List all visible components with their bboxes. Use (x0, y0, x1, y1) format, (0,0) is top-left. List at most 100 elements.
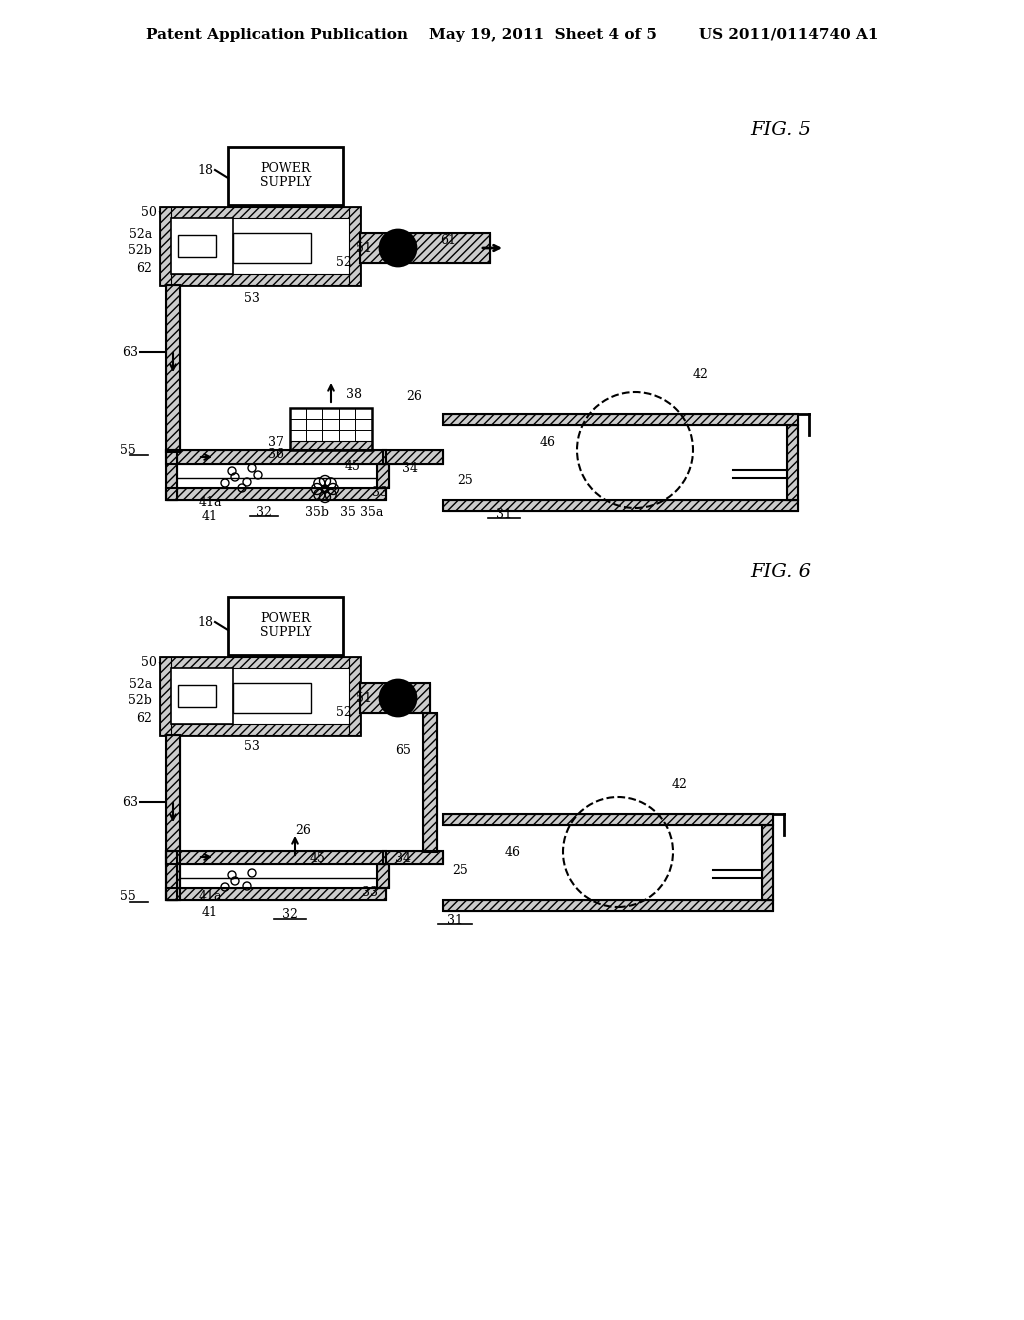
Bar (228, 597, 343, 655)
Bar (166, 285, 180, 451)
Text: 61: 61 (440, 234, 456, 247)
Text: 52b: 52b (128, 243, 152, 256)
Bar (166, 735, 180, 900)
Text: 42: 42 (672, 777, 688, 791)
Text: 41: 41 (202, 511, 218, 524)
Text: 55: 55 (120, 444, 136, 457)
Bar (443, 900, 773, 911)
Text: 52a: 52a (129, 678, 152, 692)
Bar (233, 234, 311, 263)
Text: 51: 51 (356, 692, 372, 705)
Bar (443, 814, 773, 825)
Text: 18: 18 (197, 615, 213, 628)
Bar (160, 723, 360, 735)
Text: 53: 53 (244, 292, 260, 305)
Text: 52: 52 (336, 705, 352, 718)
Text: 45: 45 (345, 459, 360, 473)
Text: 46: 46 (540, 436, 556, 449)
Bar (360, 682, 430, 713)
Bar (166, 450, 177, 500)
Bar (233, 682, 311, 713)
Bar (171, 668, 233, 723)
Bar (443, 900, 773, 911)
Text: 34: 34 (395, 851, 411, 865)
Text: 50: 50 (141, 206, 157, 219)
Text: 65: 65 (395, 743, 411, 756)
Text: 26: 26 (295, 824, 311, 837)
Text: FIG. 5: FIG. 5 (750, 121, 811, 139)
Text: 41: 41 (202, 906, 218, 919)
Text: 33: 33 (362, 886, 378, 899)
Text: 42: 42 (693, 368, 709, 381)
Text: 64: 64 (395, 235, 411, 248)
Text: 25: 25 (457, 474, 473, 487)
Text: POWER: POWER (260, 612, 310, 626)
Text: 51: 51 (356, 242, 372, 255)
Text: FIG. 6: FIG. 6 (750, 564, 811, 581)
Bar (166, 488, 386, 500)
Bar (443, 500, 798, 511)
Text: 41a: 41a (199, 891, 222, 903)
Bar (383, 450, 443, 465)
Circle shape (380, 230, 416, 267)
Bar (443, 414, 798, 425)
Text: 34: 34 (402, 462, 418, 474)
Bar (377, 865, 389, 888)
Bar (166, 450, 177, 500)
Text: 63: 63 (122, 796, 138, 808)
Text: 53: 53 (244, 741, 260, 754)
Text: 62: 62 (136, 261, 152, 275)
Bar (787, 425, 798, 500)
Bar (166, 851, 386, 865)
Text: 35b: 35b (305, 506, 329, 519)
Bar (443, 414, 798, 425)
Bar (383, 851, 443, 865)
Bar (160, 657, 360, 735)
Text: POWER: POWER (260, 162, 310, 176)
Text: SUPPLY: SUPPLY (260, 177, 311, 190)
Bar (166, 450, 386, 465)
Bar (383, 851, 443, 865)
Text: 26: 26 (406, 391, 422, 404)
Text: 50: 50 (141, 656, 157, 668)
Text: 52a: 52a (129, 228, 152, 242)
Bar (166, 851, 177, 900)
Bar (166, 888, 386, 900)
Text: Patent Application Publication    May 19, 2011  Sheet 4 of 5        US 2011/0114: Patent Application Publication May 19, 2… (145, 28, 879, 42)
Text: 46: 46 (505, 846, 521, 858)
Text: 35: 35 (340, 506, 356, 519)
Bar (290, 441, 372, 450)
Text: 52b: 52b (128, 693, 152, 706)
Bar (383, 450, 443, 465)
Bar (228, 147, 343, 205)
Text: 18: 18 (197, 164, 213, 177)
Bar (423, 713, 437, 851)
Bar (166, 488, 386, 500)
Text: 63: 63 (122, 346, 138, 359)
Bar (166, 851, 386, 865)
Text: 33: 33 (372, 486, 388, 499)
Bar (443, 814, 773, 825)
Bar (178, 235, 216, 257)
Bar (166, 285, 180, 451)
Text: 25: 25 (452, 863, 468, 876)
Bar (160, 275, 360, 285)
Bar (166, 450, 386, 465)
Text: 31: 31 (496, 507, 512, 520)
Bar (377, 865, 389, 888)
Text: 64: 64 (385, 681, 401, 694)
Bar (762, 825, 773, 900)
Text: 32: 32 (282, 908, 298, 921)
Text: 32: 32 (256, 506, 272, 519)
Bar (160, 207, 171, 285)
Bar (787, 425, 798, 500)
Text: 62: 62 (136, 711, 152, 725)
Bar (160, 657, 360, 668)
Text: 38: 38 (346, 388, 362, 401)
Text: 31: 31 (447, 913, 463, 927)
Text: 45: 45 (310, 851, 326, 865)
Bar (160, 207, 360, 218)
Bar (349, 207, 360, 285)
Text: 52: 52 (336, 256, 352, 268)
Bar (423, 713, 437, 851)
